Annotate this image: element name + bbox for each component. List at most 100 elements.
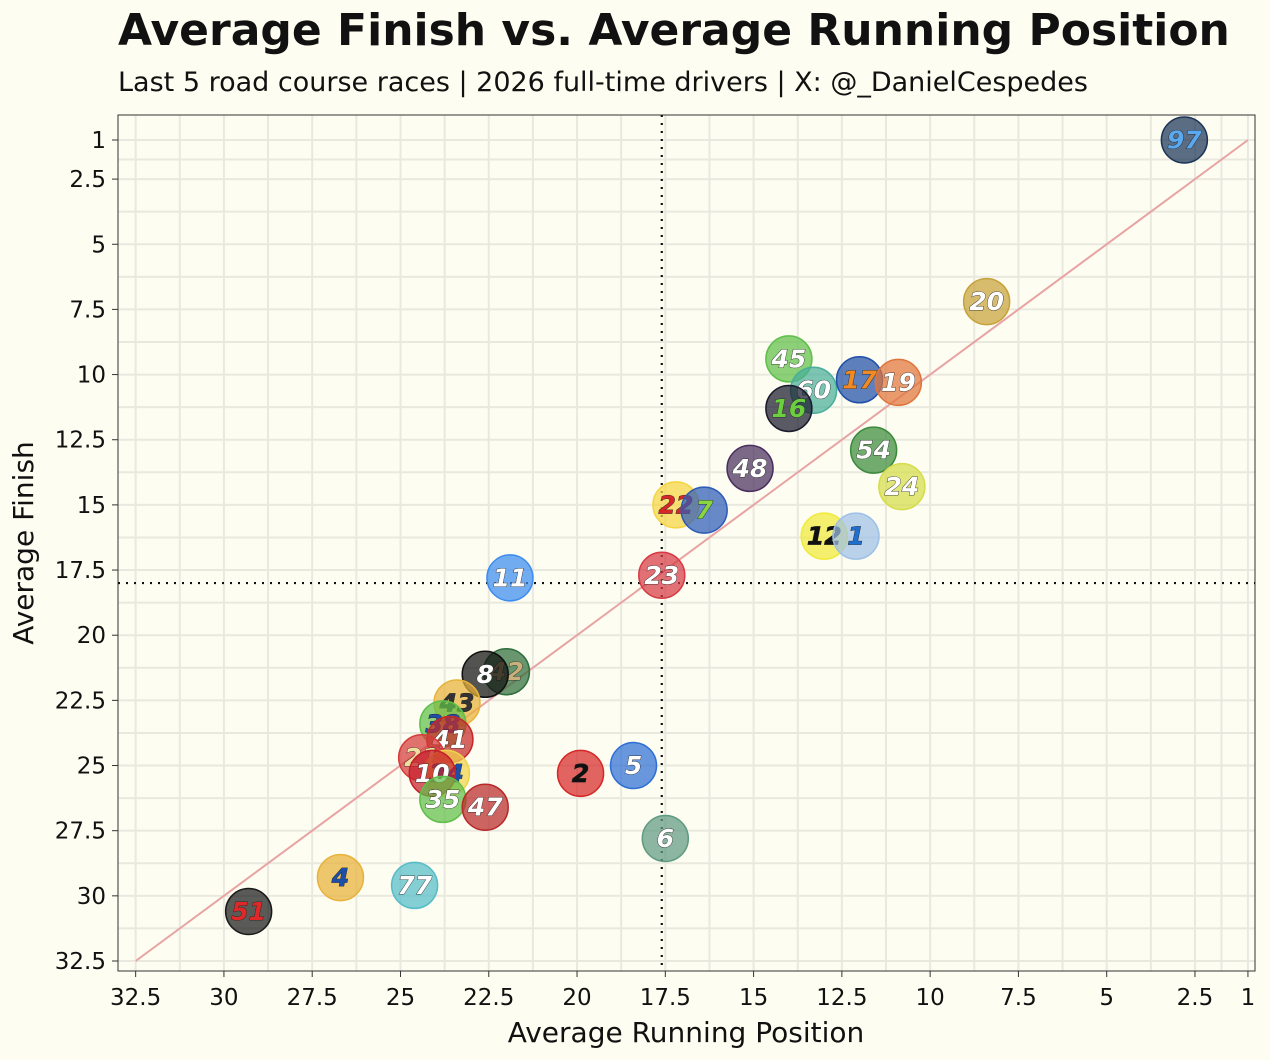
x-tick-label: 5 [1099,985,1114,1011]
x-tick-label: 17.5 [640,985,691,1011]
point-marker [832,512,880,560]
data-point-54: 54 [849,426,898,474]
y-tick-label: 20 [77,623,106,649]
point-marker [962,277,1011,326]
data-point-24: 24 [878,462,926,511]
data-points: 9720456017191654482422712111234284338412… [224,116,1209,936]
data-point-16: 16 [765,384,813,433]
point-label: 11 [493,563,528,592]
point-label: 20 [969,287,1004,316]
y-tick-label: 1 [91,128,106,154]
point-marker [316,853,365,902]
x-tick-label: 12.5 [816,985,867,1011]
point-label: 16 [772,394,807,423]
point-label: 47 [467,793,503,822]
x-tick-label: 15 [739,985,768,1011]
chart-subtitle: Last 5 road course races | 2026 full-tim… [118,67,1088,98]
data-point-8: 8 [461,650,509,699]
data-point-5: 5 [609,741,658,790]
diagonal-line [135,139,1249,962]
plot-frame [117,114,1256,972]
point-label: 35 [425,785,460,814]
x-tick-label: 2.5 [1177,985,1214,1011]
point-label: 8 [477,660,494,689]
point-marker [765,384,813,433]
point-marker [486,554,534,602]
data-point-7: 7 [680,486,728,534]
point-label: 77 [397,871,432,900]
x-tick-label: 7.5 [1000,985,1037,1011]
point-label: 51 [231,897,266,926]
point-marker [726,444,774,493]
point-marker [1160,116,1209,164]
data-point-11: 11 [486,554,534,602]
data-point-17: 17 [835,356,884,404]
point-marker [874,358,923,407]
y-tick-label: 27.5 [55,819,106,845]
point-label: 45 [771,344,807,373]
point-label: 6 [657,824,674,853]
point-marker [641,814,690,863]
y-tick-label: 32.5 [55,949,106,975]
y-tick-label: 10 [77,363,106,389]
x-tick-label: 27.5 [287,985,338,1011]
data-point-97: 97 [1160,116,1209,164]
data-point-45: 45 [765,335,813,383]
point-marker [680,486,728,534]
data-point-4: 4 [316,853,365,902]
point-label: 1 [847,522,864,551]
data-point-2: 2 [556,749,605,798]
y-tick-label: 17.5 [55,558,106,584]
data-point-51: 51 [224,887,273,936]
x-tick-label: 22.5 [463,985,514,1011]
point-label: 97 [1167,126,1202,155]
data-point-23: 23 [638,551,686,600]
y-tick-label: 15 [77,493,106,519]
x-tick-label: 30 [209,985,238,1011]
point-label: 24 [884,472,919,501]
x-tick-label: 25 [386,985,415,1011]
data-point-1: 1 [832,512,880,560]
y-tick-label: 5 [91,232,106,258]
point-marker [638,551,686,600]
y-tick-label: 7.5 [69,297,106,323]
x-tick-label: 1 [1241,985,1256,1011]
y-axis-label: Average Finish [7,441,40,645]
x-tick-label: 32.5 [110,985,161,1011]
point-marker [878,462,926,511]
point-label: 19 [881,368,916,397]
point-marker [556,749,605,798]
data-point-6: 6 [641,814,690,863]
data-point-47: 47 [461,783,509,831]
y-tick-label: 25 [77,754,106,780]
data-point-77: 77 [390,861,439,910]
y-tick-label: 22.5 [55,688,106,714]
point-label: 23 [644,561,679,590]
x-axis-ticks: 32.5 30 27.5 25 22.5 20 17.5 15 12.5 10 7.5 5 2.5 1 [110,971,1255,1011]
data-point-20: 20 [962,277,1011,326]
point-label: 7 [695,496,713,525]
data-point-19: 19 [874,358,923,407]
point-marker [461,650,509,699]
point-label: 4 [331,863,349,892]
point-label: 54 [856,436,891,465]
y-tick-label: 30 [77,884,106,910]
data-point-48: 48 [726,444,774,493]
point-marker [609,741,658,790]
x-tick-label: 10 [916,985,945,1011]
x-axis-label: Average Running Position [508,1016,865,1049]
point-marker [224,887,273,936]
point-marker [390,861,439,910]
y-tick-label: 12.5 [55,428,106,454]
point-label: 17 [842,365,877,394]
data-point-35: 35 [419,775,467,824]
point-label: 5 [625,751,642,780]
point-marker [461,783,509,831]
x-tick-label: 20 [562,985,591,1011]
point-marker [849,426,898,474]
point-marker [765,335,813,383]
y-tick-label: 2.5 [69,167,106,193]
chart-title: Average Finish vs. Average Running Posit… [118,5,1230,56]
